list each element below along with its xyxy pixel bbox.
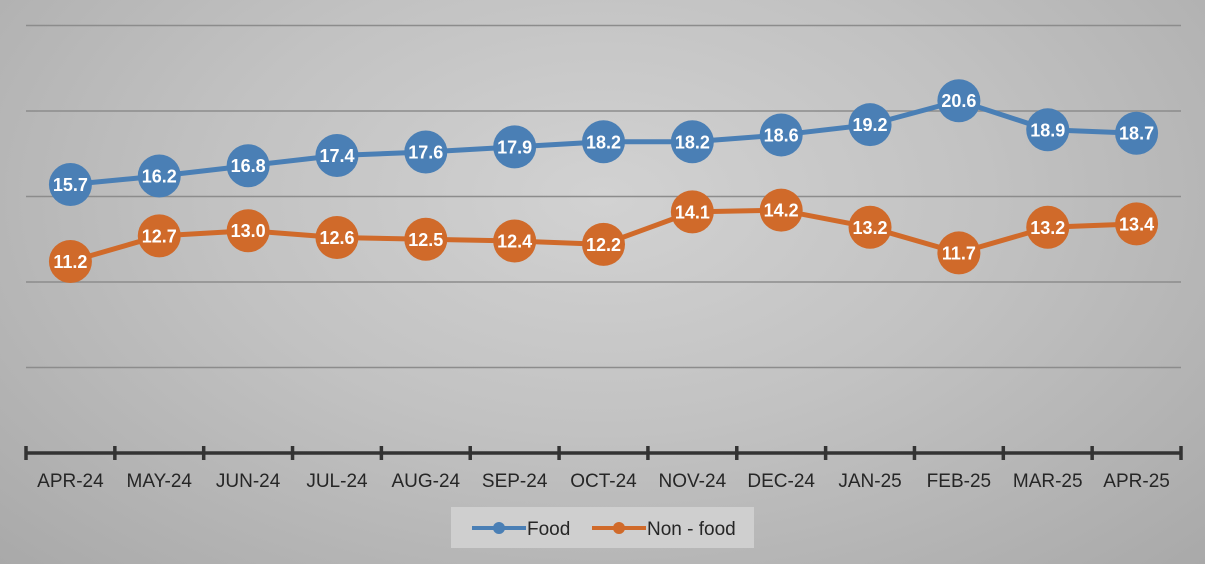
data-point — [137, 154, 181, 198]
data-label: 18.2 — [675, 132, 710, 152]
legend-label: Food — [527, 519, 570, 540]
legend-point-marker — [493, 522, 505, 534]
x-tick-label: AUG-24 — [391, 471, 460, 492]
data-label: 13.2 — [853, 218, 888, 238]
gridlines — [26, 24, 1181, 369]
data-label: 14.2 — [764, 201, 799, 221]
x-tick-label: OCT-24 — [570, 471, 637, 492]
legend: Food Non - food — [451, 507, 754, 548]
data-label: 16.2 — [142, 166, 177, 186]
data-point — [1115, 202, 1159, 246]
data-label: 18.2 — [586, 132, 621, 152]
data-label: 17.6 — [408, 143, 443, 163]
data-point — [1026, 108, 1070, 152]
data-label: 11.7 — [942, 243, 976, 263]
series-group: 15.7 16.2 16.8 17.4 17.6 17.9 18.2 18.2 18.6 19.2… — [48, 79, 1159, 283]
data-point — [48, 239, 92, 283]
x-tick-label: MAR-25 — [1013, 471, 1083, 492]
data-point — [937, 79, 981, 123]
data-point — [582, 120, 625, 164]
data-label: 13.4 — [1119, 214, 1154, 234]
data-label: 17.4 — [319, 146, 354, 166]
data-point — [315, 133, 359, 177]
data-point — [315, 216, 359, 260]
data-label: 13.2 — [1030, 218, 1065, 238]
x-tick-label: DEC-24 — [747, 471, 815, 492]
data-point — [670, 190, 714, 234]
data-point — [759, 188, 803, 232]
data-label: 18.9 — [1030, 120, 1065, 140]
legend-entry: Non - food — [592, 519, 736, 540]
data-point — [404, 130, 448, 174]
data-label: 17.9 — [497, 137, 532, 157]
series-food: 15.7 16.2 16.8 17.4 17.6 17.9 18.2 18.2 18.6 19.2… — [48, 79, 1159, 207]
data-label: 12.5 — [408, 230, 443, 250]
x-tick-label: FEB-25 — [927, 471, 991, 492]
data-point — [848, 103, 892, 147]
data-label: 12.2 — [586, 235, 621, 255]
data-point — [582, 222, 625, 266]
data-label: 12.4 — [497, 231, 532, 251]
data-point — [848, 205, 892, 249]
x-tick-label: APR-25 — [1103, 471, 1170, 492]
data-label: 14.1 — [675, 202, 710, 222]
series-non-food: 11.2 12.7 13.0 12.6 12.5 12.4 12.2 14.1 14.2 13.2… — [48, 188, 1159, 283]
data-point — [137, 214, 181, 258]
legend-point-marker — [613, 522, 625, 534]
data-label: 19.2 — [853, 115, 888, 135]
data-point — [1115, 111, 1159, 155]
data-label: 13.0 — [231, 221, 266, 241]
data-label: 12.7 — [142, 226, 177, 246]
data-label: 18.6 — [764, 125, 799, 145]
x-tick-label: JUN-24 — [216, 471, 281, 492]
data-label: 11.2 — [53, 252, 87, 272]
data-point — [226, 144, 270, 188]
legend-label: Non - food — [647, 519, 736, 540]
data-point — [1026, 205, 1070, 249]
x-axis: APR-24 MAY-24 JUN-24 JUL-24 AUG-24 SEP-24 OCT-… — [24, 446, 1183, 492]
x-tick-label: JAN-25 — [838, 471, 901, 492]
x-tick-label: JUL-24 — [306, 471, 368, 492]
data-point — [937, 231, 981, 275]
data-label: 18.7 — [1119, 124, 1154, 144]
data-label: 16.8 — [231, 156, 266, 176]
x-tick-label: MAY-24 — [127, 471, 193, 492]
x-tick-label: APR-24 — [37, 471, 104, 492]
data-point — [493, 219, 537, 263]
data-label: 12.6 — [319, 228, 354, 248]
data-point — [226, 209, 270, 253]
data-point — [670, 120, 714, 164]
data-point — [48, 163, 92, 207]
data-label: 20.6 — [941, 91, 976, 111]
data-point — [493, 125, 537, 169]
data-point — [759, 113, 803, 157]
legend-entry: Food — [472, 519, 570, 540]
data-label: 15.7 — [53, 175, 88, 195]
x-tick-label: SEP-24 — [482, 471, 548, 492]
x-tick-label: NOV-24 — [659, 471, 727, 492]
data-point — [404, 217, 448, 261]
